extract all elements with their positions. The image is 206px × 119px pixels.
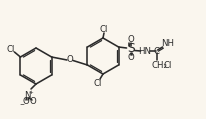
Text: Cl: Cl — [6, 45, 15, 54]
Text: O: O — [127, 35, 134, 45]
Text: −: − — [20, 102, 25, 107]
Text: N: N — [24, 92, 30, 101]
Text: S: S — [127, 42, 134, 55]
Text: O: O — [127, 54, 134, 62]
Text: +: + — [28, 91, 33, 96]
Text: O: O — [30, 97, 36, 106]
Text: C: C — [154, 47, 160, 55]
Text: Cl: Cl — [100, 25, 108, 34]
Text: HN: HN — [138, 47, 151, 55]
Text: Cl: Cl — [163, 60, 172, 69]
Text: Cl: Cl — [94, 79, 102, 87]
Text: O: O — [67, 55, 73, 64]
Text: NH: NH — [161, 40, 174, 49]
Text: O: O — [23, 97, 29, 107]
Text: CH₂: CH₂ — [152, 60, 168, 69]
